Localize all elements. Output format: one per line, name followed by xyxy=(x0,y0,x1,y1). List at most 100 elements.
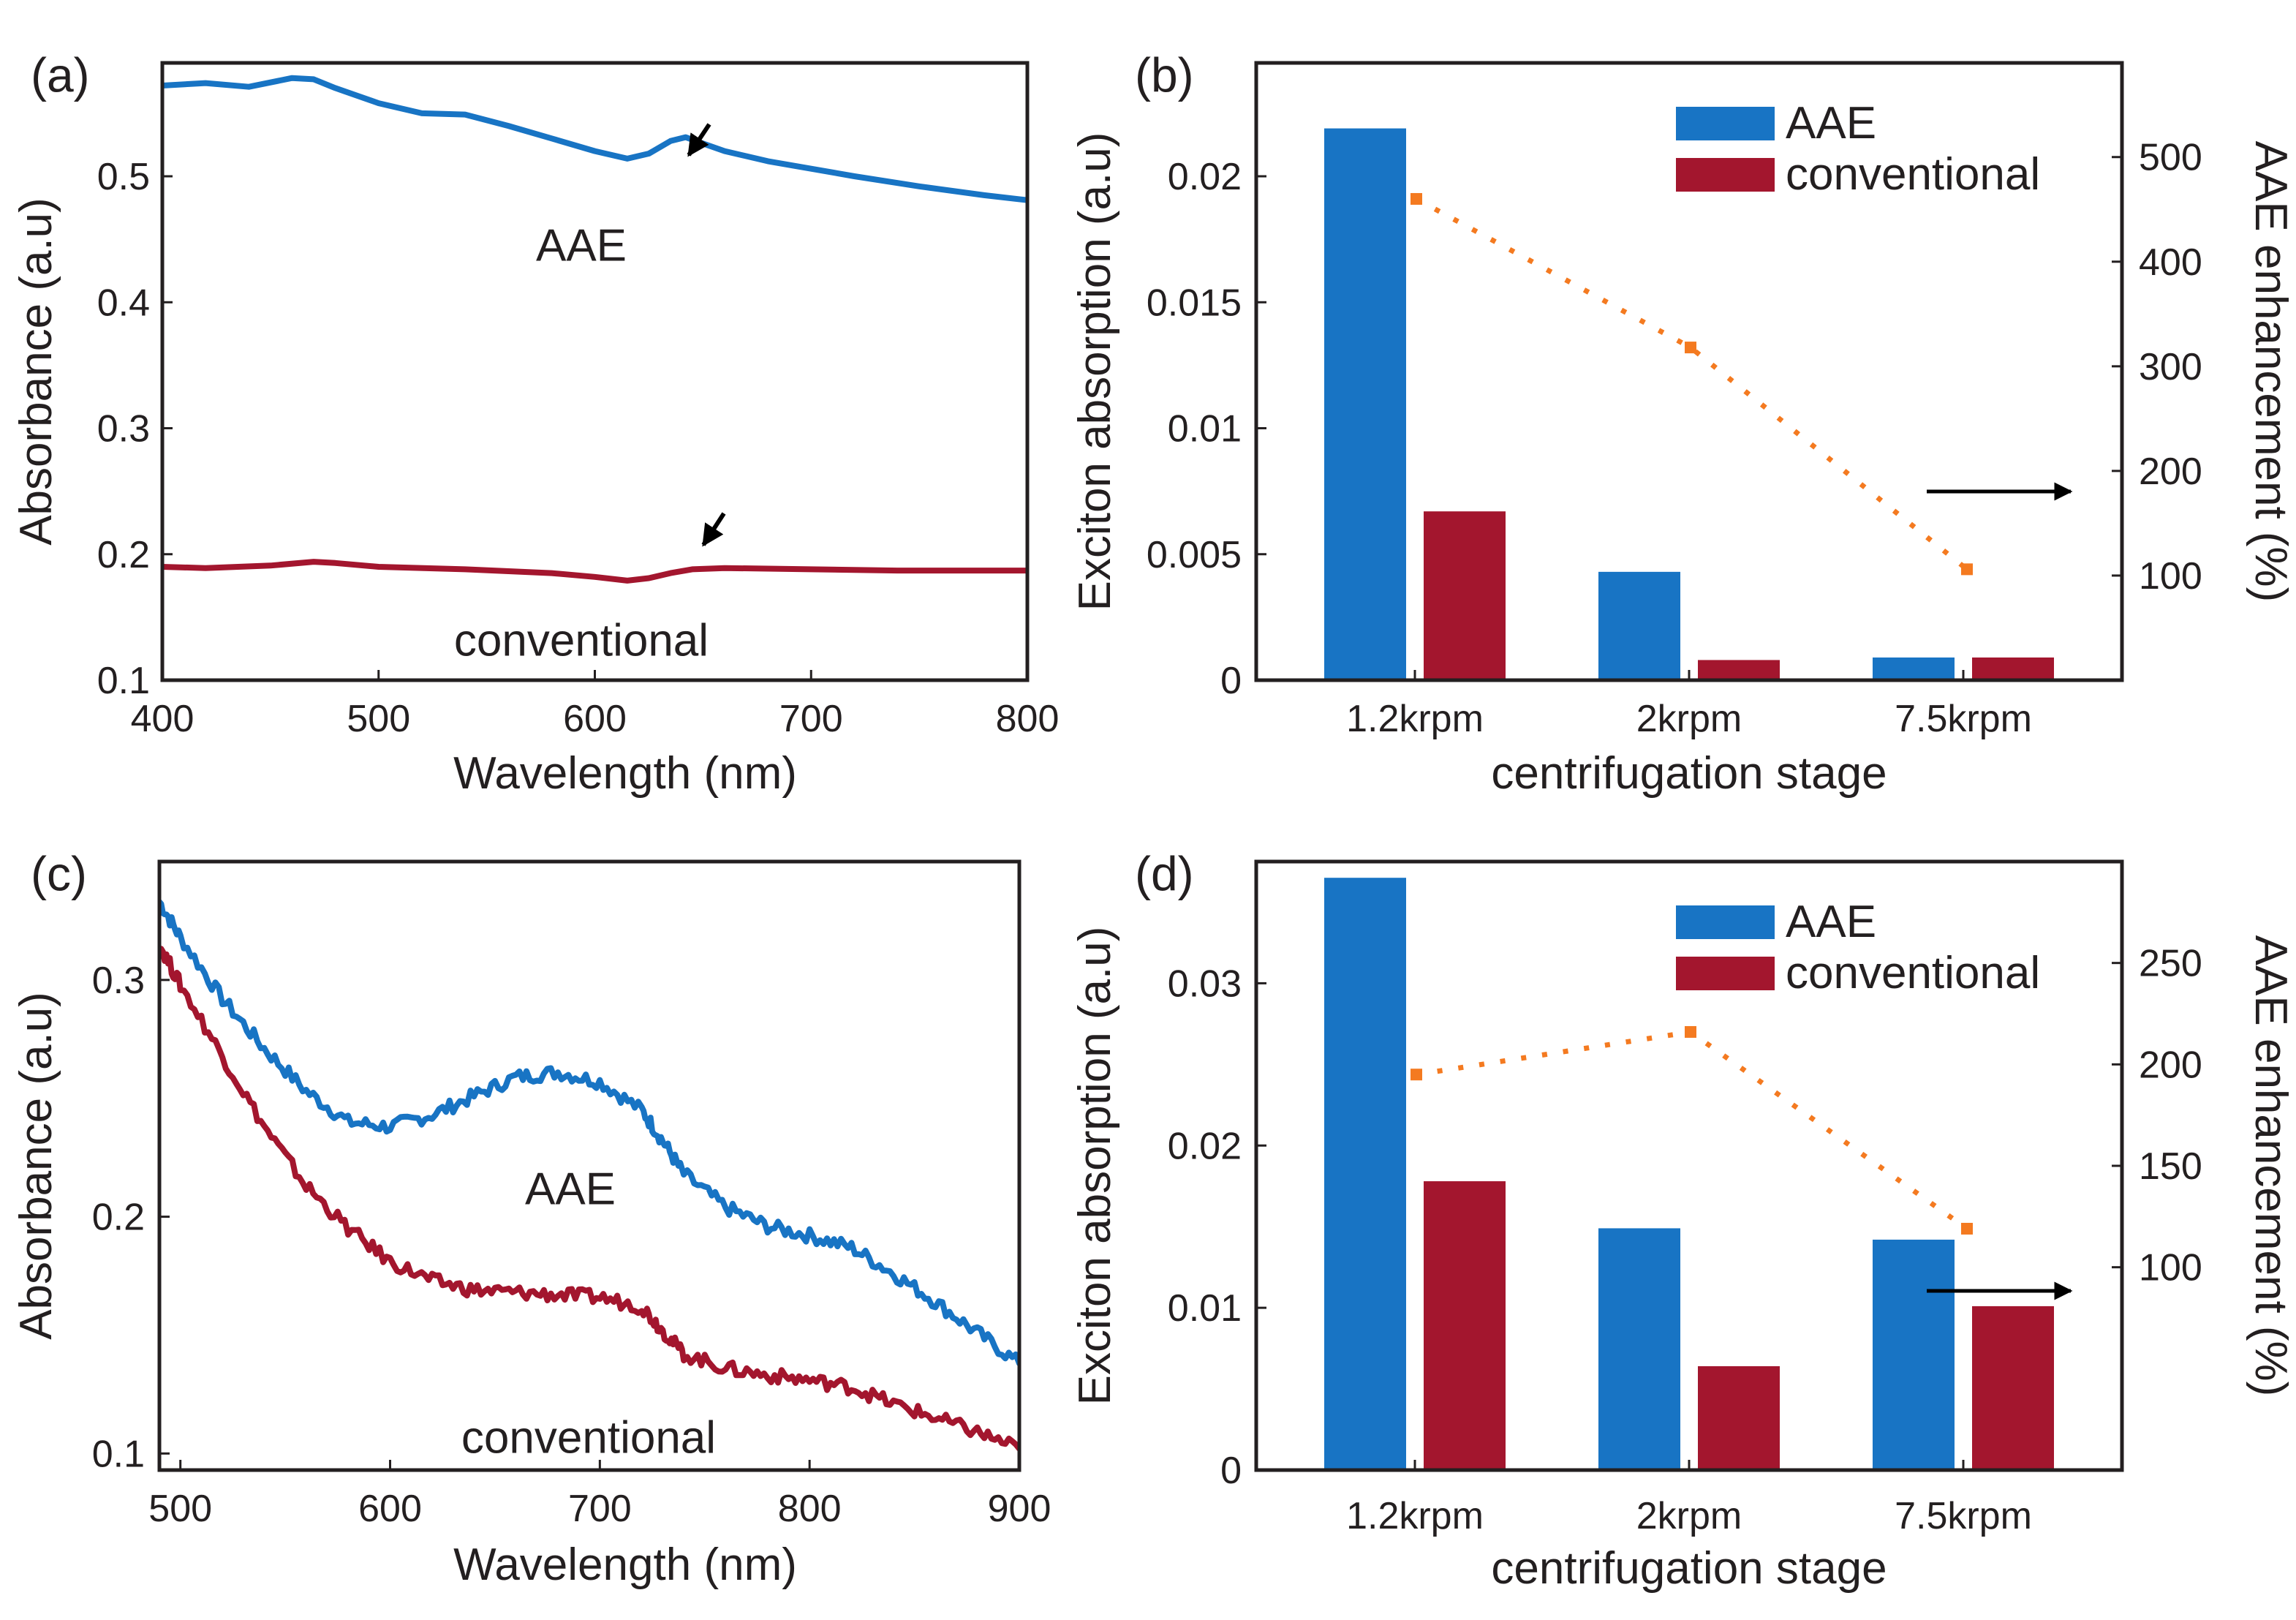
bar-conventional xyxy=(1972,1306,2054,1470)
series-line-conventional xyxy=(162,559,1027,584)
y-axis-title: Absorbance (a.u) xyxy=(11,197,61,546)
enhancement-point xyxy=(1685,342,1696,354)
y-tick-label: 0.1 xyxy=(92,1433,145,1475)
x-axis-title: centrifugation stage xyxy=(1491,1543,1887,1594)
enhancement-point xyxy=(1961,563,1973,576)
enhancement-point xyxy=(1411,192,1422,205)
plot-frame xyxy=(1254,859,2124,1472)
plot-frame xyxy=(1254,61,2124,682)
bar-aae xyxy=(1873,1239,1955,1470)
x-tick-label: 1.2krpm xyxy=(1346,1495,1484,1537)
y-tick-label: 0.3 xyxy=(97,408,150,451)
y2-tick-label: 200 xyxy=(2139,451,2202,493)
x-tick-label: 800 xyxy=(996,698,1060,740)
y-axis-title: Exciton absorption (a.u) xyxy=(1070,927,1120,1406)
x-tick-label: 800 xyxy=(778,1488,842,1530)
panel-label: (d) xyxy=(1135,846,1194,900)
y-axis-title: Exciton absorption (a.u) xyxy=(1070,132,1120,611)
bar-conventional xyxy=(1698,660,1780,680)
y2-tick-label: 100 xyxy=(2139,555,2202,598)
y-tick-label: 0.03 xyxy=(1168,962,1242,1005)
legend-label-conventional: conventional xyxy=(1786,948,2040,998)
bar-aae xyxy=(1598,571,1680,680)
y2-axis-title: AAE enhancement (%) xyxy=(2246,935,2296,1397)
y-tick-label: 0.5 xyxy=(97,156,150,198)
y-tick-label: 0 xyxy=(1220,1450,1242,1492)
legend-label-aae: AAE xyxy=(1786,98,1876,148)
x-tick-label: 2krpm xyxy=(1636,698,1742,740)
legend-swatch-aae xyxy=(1676,905,1775,939)
annotation-arrow xyxy=(701,512,726,547)
panel-label: (b) xyxy=(1135,48,1194,102)
panel-label: (a) xyxy=(31,48,90,102)
legend-swatch-aae xyxy=(1676,107,1775,140)
curve-label-AAE: AAE xyxy=(536,220,627,271)
x-tick-label: 7.5krpm xyxy=(1895,1495,2032,1537)
legend-label-conventional: conventional xyxy=(1786,149,2040,200)
y-tick-label: 0.02 xyxy=(1168,1125,1242,1167)
y-tick-label: 0.1 xyxy=(97,660,150,702)
x-axis-title: Wavelength (nm) xyxy=(453,1540,797,1590)
bar-aae xyxy=(1324,128,1406,680)
y2-tick-label: 400 xyxy=(2139,241,2202,284)
y-tick-label: 0 xyxy=(1220,660,1242,702)
enhancement-point xyxy=(1685,1025,1696,1038)
curve-label-AAE: AAE xyxy=(525,1164,616,1214)
y-tick-label: 0.015 xyxy=(1147,282,1242,324)
y2-tick-label: 500 xyxy=(2139,137,2202,179)
y-axis-title: Absorbance (a.u) xyxy=(11,992,61,1340)
curve-label-conventional: conventional xyxy=(454,615,709,666)
y2-tick-label: 300 xyxy=(2139,346,2202,388)
panel-label: (c) xyxy=(31,846,87,900)
bar-aae xyxy=(1324,878,1406,1470)
panel-d: (d) 1.2krpm 2krpm 7.5krpm 0 0.01 0.02 0.03 100 15… xyxy=(1070,846,2296,1594)
series-line-conventional xyxy=(159,946,1019,1452)
y2-tick-label: 250 xyxy=(2139,943,2202,985)
x-tick-label: 600 xyxy=(563,698,627,740)
annotation-arrow xyxy=(687,123,711,157)
bar-conventional xyxy=(1424,511,1506,680)
x-tick-label: 700 xyxy=(568,1488,632,1530)
bar-conventional xyxy=(1698,1366,1780,1470)
y-tick-label: 0.005 xyxy=(1147,534,1242,576)
x-axis-title: Wavelength (nm) xyxy=(453,748,797,799)
bar-conventional xyxy=(1972,657,2054,680)
y2-tick-label: 100 xyxy=(2139,1247,2202,1289)
x-tick-label: 400 xyxy=(131,698,195,740)
x-axis-title: centrifugation stage xyxy=(1491,748,1887,799)
legend-label-aae: AAE xyxy=(1786,897,1876,947)
bar-conventional xyxy=(1424,1181,1506,1470)
y-tick-label: 0.3 xyxy=(92,960,145,1002)
bar-aae xyxy=(1873,657,1955,680)
x-tick-label: 700 xyxy=(779,698,843,740)
y-tick-label: 0.02 xyxy=(1168,156,1242,198)
plot-frame xyxy=(157,859,1022,1472)
enhancement-point xyxy=(1961,1222,1973,1235)
bar-aae xyxy=(1598,1228,1680,1470)
panel-b: (b) 1.2krpm 2krpm 7.5krpm 0 0.005 0.01 0.015 0.0… xyxy=(1070,48,2296,799)
curves xyxy=(162,75,1027,584)
y2-tick-label: 200 xyxy=(2139,1044,2202,1086)
x-tick-label: 500 xyxy=(347,698,410,740)
y-tick-label: 0.2 xyxy=(92,1197,145,1239)
y-tick-label: 0.2 xyxy=(97,534,150,576)
panel-c: (c) 500 600 700 800 900 0.1 0.2 0.3 AAE convention… xyxy=(11,846,1051,1590)
curve-label-conventional: conventional xyxy=(461,1412,716,1463)
y-tick-label: 0.01 xyxy=(1168,1287,1242,1330)
legend-swatch-conventional xyxy=(1676,158,1775,192)
y-tick-label: 0.4 xyxy=(97,282,150,324)
y-tick-label: 0.01 xyxy=(1168,408,1242,451)
enhancement-point xyxy=(1411,1069,1422,1081)
x-tick-label: 600 xyxy=(358,1488,422,1530)
plot-frame xyxy=(160,61,1030,682)
x-tick-label: 2krpm xyxy=(1636,1495,1742,1537)
x-tick-label: 900 xyxy=(988,1488,1051,1530)
series-line-AAE xyxy=(162,75,1027,203)
panel-a: (a) 400 500 600 700 800 0.1 0.2 0.3 0.4 0.5 AAE conv… xyxy=(11,48,1059,799)
x-tick-label: 7.5krpm xyxy=(1895,698,2032,740)
curves xyxy=(159,899,1019,1452)
x-tick-label: 500 xyxy=(148,1488,212,1530)
y2-tick-label: 150 xyxy=(2139,1145,2202,1188)
series-line-AAE xyxy=(159,899,1019,1367)
